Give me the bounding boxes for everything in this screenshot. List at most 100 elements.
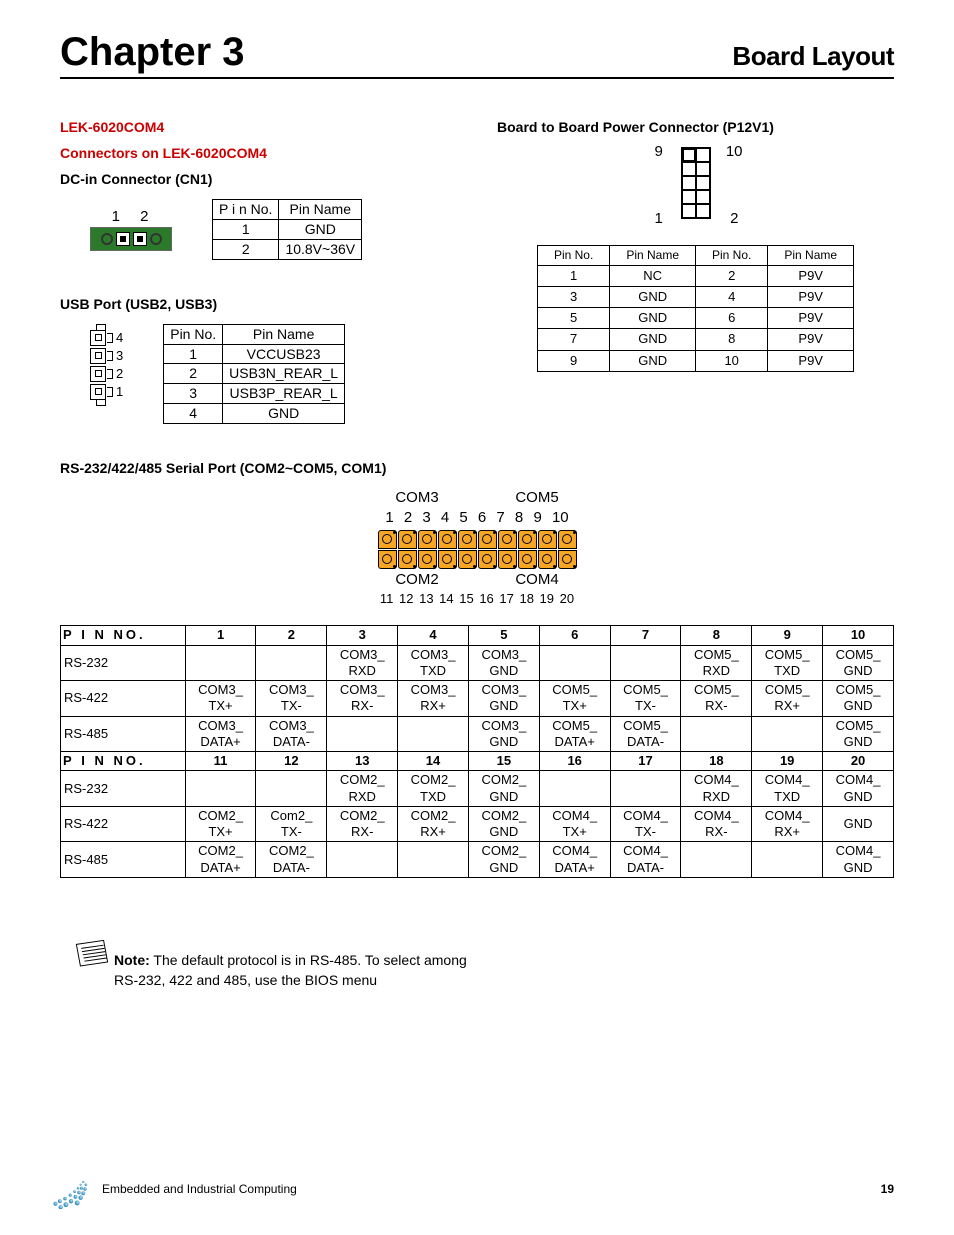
serial-top-labels: COM3 COM5 xyxy=(327,488,627,508)
table-header: Pin No. xyxy=(537,246,609,266)
note-label: Note: xyxy=(114,952,150,968)
note-block: Note: The default protocol is in RS-485.… xyxy=(70,938,490,991)
table-row: 2 10.8V~36V xyxy=(213,239,362,259)
serial-pin xyxy=(458,550,477,569)
p12-connector-diagram: 9 10 1 2 xyxy=(651,147,741,223)
right-column: Board to Board Power Connector (P12V1) 9… xyxy=(497,119,894,460)
p12-heading: Board to Board Power Connector (P12V1) xyxy=(497,119,894,135)
footer: Embedded and Industrial Computing 19 xyxy=(50,1169,894,1209)
serial-pin xyxy=(418,530,437,549)
cell: 2 xyxy=(213,239,279,259)
p12-num: 1 xyxy=(655,210,663,227)
serial-section: RS-232/422/485 Serial Port (COM2~COM5, C… xyxy=(60,460,894,878)
serial-pin xyxy=(398,550,417,569)
note-text: Note: The default protocol is in RS-485.… xyxy=(114,950,490,991)
note-icon xyxy=(70,938,110,970)
serial-connector-diagram: COM3 COM5 1 2 3 4 5 6 7 8 9 10 COM2 COM4… xyxy=(327,488,627,607)
serial-pin-table: P I N NO.12345678910RS-232COM3_RXDCOM3_T… xyxy=(60,625,894,878)
dc-pin-table: P i n No. Pin Name 1 GND 2 10.8V~36V xyxy=(212,199,362,260)
page-number: 19 xyxy=(881,1182,894,1196)
usb-tab xyxy=(96,400,106,406)
footer-left: Embedded and Industrial Computing xyxy=(50,1169,297,1209)
usb-pin-row: 3 xyxy=(90,347,123,365)
table-row: 4GND xyxy=(164,404,345,424)
serial-bot-nums: 11 12 13 14 15 16 17 18 19 20 xyxy=(327,590,627,608)
serial-top-nums: 1 2 3 4 5 6 7 8 9 10 xyxy=(327,508,627,528)
serial-pin xyxy=(538,550,557,569)
serial-pin xyxy=(518,550,537,569)
table-row: 9GND10P9V xyxy=(537,350,853,371)
serial-pin xyxy=(518,530,537,549)
serial-pin-row-top xyxy=(327,530,627,549)
usb-connector: 4 3 2 1 xyxy=(90,324,123,406)
left-column: LEK-6020COM4 Connectors on LEK-6020COM4 … xyxy=(60,119,457,460)
table-row: 1 GND xyxy=(213,219,362,239)
serial-bot-labels: COM2 COM4 xyxy=(327,570,627,590)
serial-pin xyxy=(378,550,397,569)
serial-pin xyxy=(498,530,517,549)
usb-block: 4 3 2 1 Pin No. Pin Name 1VCCUSB23 xyxy=(90,324,457,424)
serial-pin xyxy=(498,550,517,569)
serial-pin xyxy=(558,530,577,549)
cell: 1 xyxy=(213,219,279,239)
content-columns: LEK-6020COM4 Connectors on LEK-6020COM4 … xyxy=(60,119,894,460)
table-header: Pin Name xyxy=(223,324,345,344)
table-row: 2USB3N_REAR_L xyxy=(164,364,345,384)
chapter-title: Chapter 3 xyxy=(60,30,245,75)
table-row: 5GND6P9V xyxy=(537,308,853,329)
serial-pin xyxy=(478,550,497,569)
usb-connector-diagram: 4 3 2 1 xyxy=(90,324,123,406)
usb-pin-table: Pin No. Pin Name 1VCCUSB23 2USB3N_REAR_L… xyxy=(163,324,345,424)
serial-pin xyxy=(438,550,457,569)
p12-section: Board to Board Power Connector (P12V1) 9… xyxy=(497,119,894,372)
dc-mount-hole xyxy=(150,233,162,245)
dc-heading: DC-in Connector (CN1) xyxy=(60,171,457,187)
footer-text: Embedded and Industrial Computing xyxy=(102,1182,297,1196)
table-header: Pin No. xyxy=(696,246,768,266)
serial-pin xyxy=(558,550,577,569)
table-header: Pin Name xyxy=(279,200,362,220)
dc-pin-2 xyxy=(133,232,147,246)
table-header: Pin Name xyxy=(768,246,854,266)
usb-section: USB Port (USB2, USB3) 4 3 2 1 xyxy=(60,296,457,424)
dc-section: DC-in Connector (CN1) 1 2 P i n xyxy=(60,171,457,260)
page: Chapter 3 Board Layout LEK-6020COM4 Conn… xyxy=(0,0,954,1235)
p12-num: 2 xyxy=(730,210,738,227)
header: Chapter 3 Board Layout xyxy=(60,30,894,79)
dc-block: 1 2 P i n No. Pin Name xyxy=(90,199,457,260)
serial-pin xyxy=(398,530,417,549)
dc-pin-1 xyxy=(116,232,130,246)
page-section-title: Board Layout xyxy=(732,41,894,72)
serial-pin xyxy=(538,530,557,549)
table-row: 1VCCUSB23 xyxy=(164,344,345,364)
dc-connector xyxy=(90,227,172,251)
table-row: 1NC2P9V xyxy=(537,265,853,286)
serial-pin xyxy=(458,530,477,549)
dc-pin-labels: 1 2 xyxy=(90,208,172,225)
table-row: 7GND8P9V xyxy=(537,329,853,350)
cell: 10.8V~36V xyxy=(279,239,362,259)
note-body: The default protocol is in RS-485. To se… xyxy=(114,952,467,988)
product-heading: LEK-6020COM4 xyxy=(60,119,457,135)
connectors-heading: Connectors on LEK-6020COM4 xyxy=(60,145,457,161)
dc-mount-hole xyxy=(101,233,113,245)
p12-grid xyxy=(681,147,711,219)
globe-icon xyxy=(50,1169,94,1209)
p12-num: 10 xyxy=(726,143,743,160)
serial-heading: RS-232/422/485 Serial Port (COM2~COM5, C… xyxy=(60,460,894,476)
usb-heading: USB Port (USB2, USB3) xyxy=(60,296,457,312)
table-header: Pin No. xyxy=(164,324,223,344)
usb-pin-row: 2 xyxy=(90,365,123,383)
table-row: 3GND4P9V xyxy=(537,286,853,307)
usb-pin-row: 1 xyxy=(90,383,123,401)
serial-pin xyxy=(478,530,497,549)
p12-pin-table: Pin No. Pin Name Pin No. Pin Name 1NC2P9… xyxy=(537,245,854,372)
serial-pin xyxy=(438,530,457,549)
p12-num: 9 xyxy=(655,143,663,160)
serial-pin-row-bottom xyxy=(327,550,627,569)
table-header: P i n No. xyxy=(213,200,279,220)
table-row: 3USB3P_REAR_L xyxy=(164,384,345,404)
serial-pin xyxy=(418,550,437,569)
serial-pin xyxy=(378,530,397,549)
cell: GND xyxy=(279,219,362,239)
